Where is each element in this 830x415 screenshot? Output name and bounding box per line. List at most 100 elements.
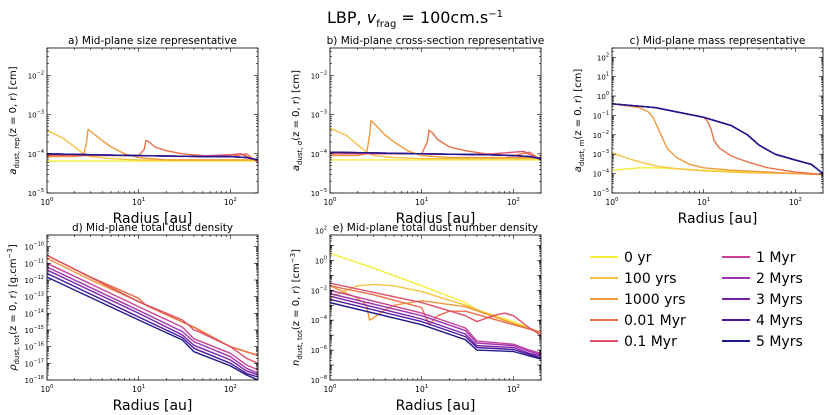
x-tick-label: 100 <box>40 197 54 207</box>
y-tick-label: 10−4 <box>593 169 609 179</box>
x-tick-label: 101 <box>132 384 145 394</box>
y-tick-label: 10−12 <box>25 275 44 285</box>
y-axis-label: adust, m(z = 0, r) [cm] <box>573 69 586 173</box>
y-tick-label: 10−2 <box>593 130 609 140</box>
x-tick-label: 100 <box>323 384 337 394</box>
series-line <box>330 301 541 360</box>
panel-c: c) Mid-plane mass representative 100 101 10… <box>573 35 824 227</box>
legend-label: 1000 yrs <box>624 292 685 308</box>
series-line <box>330 295 541 357</box>
series-line <box>47 262 258 371</box>
legend-item: 1000 yrs <box>590 292 685 308</box>
x-tick-label: 101 <box>132 197 145 207</box>
panel-title: a) Mid-plane size representative <box>68 35 237 47</box>
y-tick-label: 10−1 <box>593 110 609 120</box>
series-line <box>47 153 258 161</box>
legend-item: 100 yrs <box>590 271 677 287</box>
legend-label: 1 Myr <box>756 250 796 266</box>
y-tick-label: 10−5 <box>28 188 44 198</box>
figure-title: LBP, vfrag = 100cm.s−1 <box>327 8 503 30</box>
panel-b: b) Mid-plane cross-section representativ… <box>291 35 544 227</box>
legend-label: 3 Myrs <box>756 292 803 308</box>
y-tick-label: 10−2 <box>28 70 44 80</box>
x-tick-label: 100 <box>323 197 337 207</box>
legend-label: 2 Myrs <box>756 271 803 287</box>
series-line <box>47 254 258 357</box>
x-tick-label: 102 <box>789 197 802 207</box>
y-tick-label: 10−2 <box>311 70 327 80</box>
series-line <box>47 254 258 364</box>
series-group <box>330 120 541 161</box>
y-tick-label: 10−18 <box>25 375 44 385</box>
chart-panels: a) Mid-plane size representative 100 101 10… <box>6 35 824 414</box>
legend-label: 5 Myrs <box>756 334 803 350</box>
legend-item: 4 Myrs <box>722 313 803 329</box>
series-line <box>612 103 823 176</box>
y-tick-label: 10−17 <box>25 358 44 368</box>
legend-item: 3 Myrs <box>722 292 803 308</box>
panel-title: e) Mid-plane total dust number density <box>333 222 538 234</box>
series-line <box>330 289 541 355</box>
series-line <box>47 276 258 380</box>
x-tick-label: 102 <box>224 384 237 394</box>
y-tick-label: 10−11 <box>25 258 44 268</box>
y-tick-label: 10−4 <box>311 315 327 325</box>
y-tick-label: 102 <box>597 52 609 62</box>
y-axis-label: adust, σ(z = 0, r) [cm] <box>291 70 304 171</box>
series-line <box>612 103 823 175</box>
y-axis-label: ρdust, tot(z = 0, r) [g.cm−3] <box>6 244 21 371</box>
y-tick-label: 10−6 <box>311 345 327 355</box>
x-tick-label: 102 <box>507 384 520 394</box>
series-line <box>330 120 541 159</box>
y-tick-label: 10−3 <box>311 110 327 120</box>
y-tick-label: 10−4 <box>311 149 327 159</box>
legend-item: 2 Myrs <box>722 271 803 287</box>
y-tick-label: 101 <box>597 72 609 82</box>
x-axis-label: Radius [au] <box>113 211 193 227</box>
panel-d: d) Mid-plane total dust density 100 101 102… <box>6 222 259 414</box>
legend-item: 5 Myrs <box>722 334 803 350</box>
y-tick-label: 10−5 <box>593 188 609 198</box>
x-tick-label: 101 <box>697 197 710 207</box>
x-tick-label: 100 <box>605 197 619 207</box>
legend-item: 0 yr <box>590 250 652 266</box>
legend-item: 1 Myr <box>722 250 796 266</box>
x-tick-label: 102 <box>224 197 237 207</box>
legend-label: 0 yr <box>624 250 652 266</box>
chart-legend: 0 yr 100 yrs 1000 yrs 0.01 Myr 0.1 Myr 1 Myr 2… <box>590 250 803 350</box>
y-tick-label: 10−3 <box>593 149 609 159</box>
series-line <box>47 269 258 376</box>
panel-title: d) Mid-plane total dust density <box>72 222 233 234</box>
y-tick-label: 10−5 <box>311 188 327 198</box>
x-tick-label: 100 <box>40 384 54 394</box>
legend-label: 100 yrs <box>624 271 677 287</box>
axes-frame <box>329 47 542 194</box>
panel-title: c) Mid-plane mass representative <box>630 35 806 47</box>
series-group <box>47 254 258 380</box>
y-axis-label: adust, rep(z = 0, r) [cm] <box>8 66 21 174</box>
series-line <box>330 285 541 334</box>
x-tick-label: 101 <box>415 384 428 394</box>
series-group <box>330 252 541 360</box>
x-axis-label: Radius [au] <box>113 398 193 414</box>
y-tick-label: 10−16 <box>25 342 44 352</box>
legend-item: 0.01 Myr <box>590 313 686 329</box>
y-tick-label: 10−14 <box>25 308 44 318</box>
series-line <box>612 103 823 176</box>
y-axis-label: ndust, tot(z = 0, r) [cm−3] <box>289 249 304 366</box>
series-line <box>330 282 541 336</box>
x-axis-label: Radius [au] <box>396 211 476 227</box>
panel-title: b) Mid-plane cross-section representativ… <box>327 35 545 47</box>
x-tick-label: 102 <box>507 197 520 207</box>
legend-label: 0.01 Myr <box>624 313 686 329</box>
y-tick-label: 10−8 <box>311 375 327 385</box>
panel-a: a) Mid-plane size representative 100 101 10… <box>8 35 259 227</box>
y-tick-label: 10−15 <box>25 325 44 335</box>
series-line <box>47 266 258 375</box>
axes-frame <box>46 47 259 194</box>
series-group <box>612 103 823 176</box>
y-tick-label: 10−2 <box>311 285 327 295</box>
legend-label: 0.1 Myr <box>624 334 677 350</box>
y-tick-label: 100 <box>315 255 327 265</box>
